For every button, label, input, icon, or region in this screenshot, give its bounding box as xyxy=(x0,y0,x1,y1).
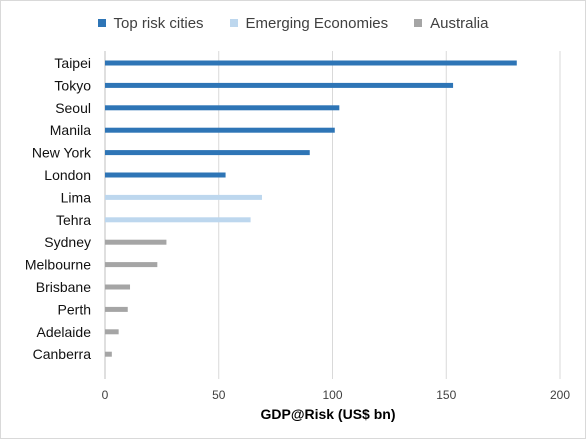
category-label-tokyo: Tokyo xyxy=(54,77,91,93)
category-label-canberra: Canberra xyxy=(33,346,92,362)
x-tick-label-150: 150 xyxy=(436,388,456,402)
legend-swatch-emerging-economies xyxy=(229,19,238,27)
category-label-adelaide: Adelaide xyxy=(37,324,92,340)
x-tick-label-50: 50 xyxy=(212,388,226,402)
category-label-brisbane: Brisbane xyxy=(36,279,91,295)
x-tick-label-100: 100 xyxy=(322,388,342,402)
bars xyxy=(105,60,517,357)
gridlines xyxy=(104,51,561,379)
legend-swatch-australia xyxy=(414,19,423,27)
bar-new-york xyxy=(105,150,310,156)
x-axis-title: GDP@Risk (US$ bn) xyxy=(260,406,395,422)
category-labels: Taipei Tokyo Seoul Manila New York London Lima… xyxy=(25,55,92,362)
category-label-london: London xyxy=(44,167,91,183)
category-label-manila: Manila xyxy=(50,122,91,138)
bar-lima xyxy=(105,194,262,200)
category-label-melbourne: Melbourne xyxy=(25,257,91,273)
category-label-perth: Perth xyxy=(58,301,91,317)
bar-perth xyxy=(105,306,128,312)
bar-seoul xyxy=(105,105,340,111)
category-label-lima: Lima xyxy=(61,189,92,205)
bar-london xyxy=(105,172,226,178)
legend-label-top-risk-cities: Top risk cities xyxy=(113,14,204,32)
legend-item-emerging-economies: Emerging Economies xyxy=(229,14,389,32)
legend-item-top-risk-cities: Top risk cities xyxy=(97,14,204,32)
legend-swatch-top-risk-cities xyxy=(97,19,106,27)
bar-canberra xyxy=(105,351,112,357)
category-label-taipei: Taipei xyxy=(54,55,91,71)
legend-label-emerging-economies: Emerging Economies xyxy=(245,14,389,32)
chart-legend: Top risk cities Emerging Economies Austr… xyxy=(1,13,585,33)
legend-item-australia: Australia xyxy=(414,15,488,32)
bar-taipei xyxy=(105,60,517,66)
bar-manila xyxy=(105,127,335,133)
x-tick-label-0: 0 xyxy=(102,388,109,402)
bar-brisbane xyxy=(105,284,131,290)
category-label-tehra: Tehra xyxy=(56,212,91,228)
bar-adelaide xyxy=(105,329,119,335)
x-tick-label-200: 200 xyxy=(550,388,570,402)
category-label-sydney: Sydney xyxy=(44,234,91,250)
category-label-new-york: New York xyxy=(32,145,92,161)
category-label-seoul: Seoul xyxy=(55,100,91,116)
x-tick-labels: 0 50 100 150 200 xyxy=(102,388,571,402)
bar-tehra xyxy=(105,217,251,223)
legend-label-australia: Australia xyxy=(430,14,489,32)
bar-melbourne xyxy=(105,262,158,268)
bar-tokyo xyxy=(105,82,454,88)
bar-sydney xyxy=(105,239,167,245)
